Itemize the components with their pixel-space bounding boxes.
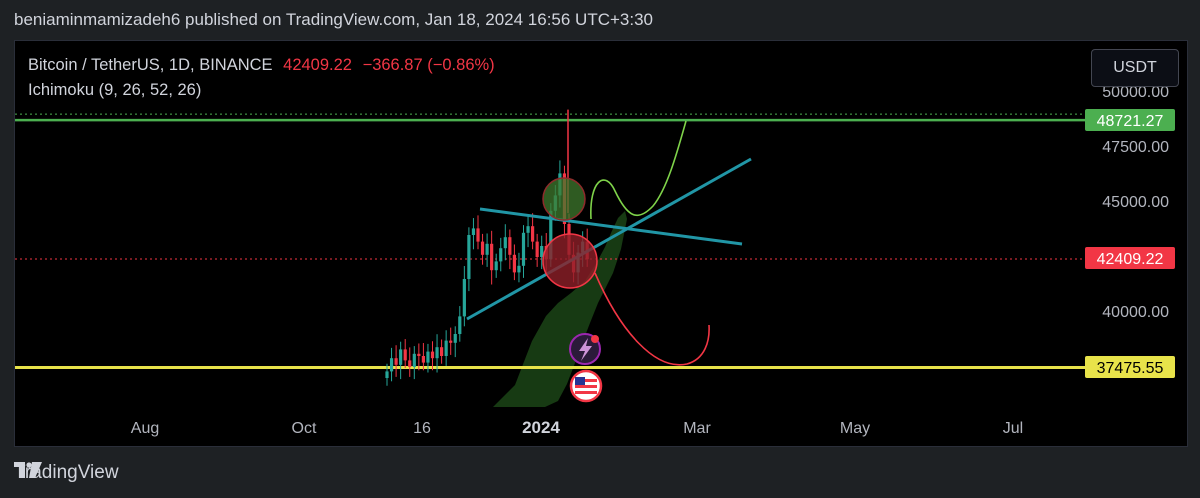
x-tick-label: May xyxy=(840,420,870,437)
y-tick-label: 40000.00 xyxy=(1102,304,1169,321)
x-tick-label: Oct xyxy=(292,420,317,437)
candle-body xyxy=(412,353,416,367)
x-tick-label: 16 xyxy=(413,420,431,437)
brand-name: TradingView xyxy=(14,462,119,483)
candle-body xyxy=(403,349,407,361)
price-chart[interactable]: 50000.00 47500.00 45000.00 40000.00 4872… xyxy=(15,41,1187,446)
x-tick-label: 2024 xyxy=(522,418,560,437)
candle-body xyxy=(444,340,448,356)
last-price: 42409.22 xyxy=(283,56,352,74)
candle-body xyxy=(540,246,544,257)
candle-body xyxy=(385,371,389,378)
candle-body xyxy=(549,210,553,260)
candle-body xyxy=(526,226,530,233)
candle-body xyxy=(503,237,507,249)
lightning-event-icon[interactable] xyxy=(569,333,601,365)
candle-body xyxy=(471,228,476,235)
last-price-label: 42409.22 xyxy=(1085,247,1175,269)
candle-body xyxy=(408,360,412,367)
candle-body xyxy=(490,243,494,271)
candle-body xyxy=(421,356,425,363)
svg-text:37475.55: 37475.55 xyxy=(1097,360,1164,377)
candle-body xyxy=(517,265,521,273)
resistance-price-label: 48721.27 xyxy=(1085,109,1175,131)
x-tick-label: Aug xyxy=(131,420,159,437)
chart-legend[interactable]: Bitcoin / TetherUS, 1D, BINANCE 42409.22… xyxy=(28,53,495,103)
candle-body xyxy=(499,248,503,262)
symbol-title[interactable]: Bitcoin / TetherUS, 1D, BINANCE xyxy=(28,56,273,74)
bearish-projection[interactable] xyxy=(594,272,710,366)
tradingview-logo[interactable]: TradingView xyxy=(14,462,119,484)
candle-body xyxy=(476,228,480,242)
candle-body xyxy=(521,232,526,266)
x-tick-label: Mar xyxy=(683,420,711,437)
candle-body xyxy=(508,237,512,255)
candle-body xyxy=(531,226,535,242)
candle-body xyxy=(462,279,466,317)
price-change: −366.87 (−0.86%) xyxy=(362,56,495,74)
ichimoku-cloud xyxy=(493,211,627,407)
support-price-label: 37475.55 xyxy=(1085,356,1175,378)
top-zone-circle[interactable] xyxy=(542,177,586,221)
candle-body xyxy=(512,254,516,273)
candle-body xyxy=(435,347,439,359)
candle-body xyxy=(458,316,462,334)
candle-body xyxy=(453,334,457,343)
x-tick-label: Jul xyxy=(1003,420,1023,437)
candle-body xyxy=(480,241,485,255)
candle-body xyxy=(467,235,471,279)
y-tick-label: 47500.00 xyxy=(1102,139,1169,156)
candle-body xyxy=(399,349,403,365)
candle-body xyxy=(440,347,444,356)
candle-body xyxy=(535,241,539,257)
candle-body xyxy=(494,261,498,271)
candle-body xyxy=(417,353,421,356)
tradingview-logo-icon xyxy=(14,462,42,478)
candle-body xyxy=(430,351,435,359)
candle-body xyxy=(389,358,394,372)
candle-body xyxy=(449,340,453,343)
candle-body xyxy=(426,351,430,363)
y-tick-label: 50000.00 xyxy=(1102,84,1169,101)
candle-body xyxy=(394,358,398,365)
lower-trendline[interactable] xyxy=(466,157,752,321)
currency-button[interactable]: USDT xyxy=(1091,49,1179,87)
svg-text:48721.27: 48721.27 xyxy=(1097,113,1164,130)
bullish-projection[interactable] xyxy=(590,120,687,220)
publisher-line: beniaminmamizadeh6 published on TradingV… xyxy=(14,10,654,29)
candle-body xyxy=(485,243,489,255)
upper-trendline[interactable] xyxy=(479,207,743,246)
bottom-zone-circle[interactable] xyxy=(542,233,598,289)
us-flag-event-icon[interactable] xyxy=(569,369,603,403)
y-tick-label: 45000.00 xyxy=(1102,194,1169,211)
svg-text:42409.22: 42409.22 xyxy=(1097,251,1164,268)
indicator-legend[interactable]: Ichimoku (9, 26, 52, 26) xyxy=(28,81,202,99)
chart-panel[interactable]: 50000.00 47500.00 45000.00 40000.00 4872… xyxy=(14,40,1188,447)
